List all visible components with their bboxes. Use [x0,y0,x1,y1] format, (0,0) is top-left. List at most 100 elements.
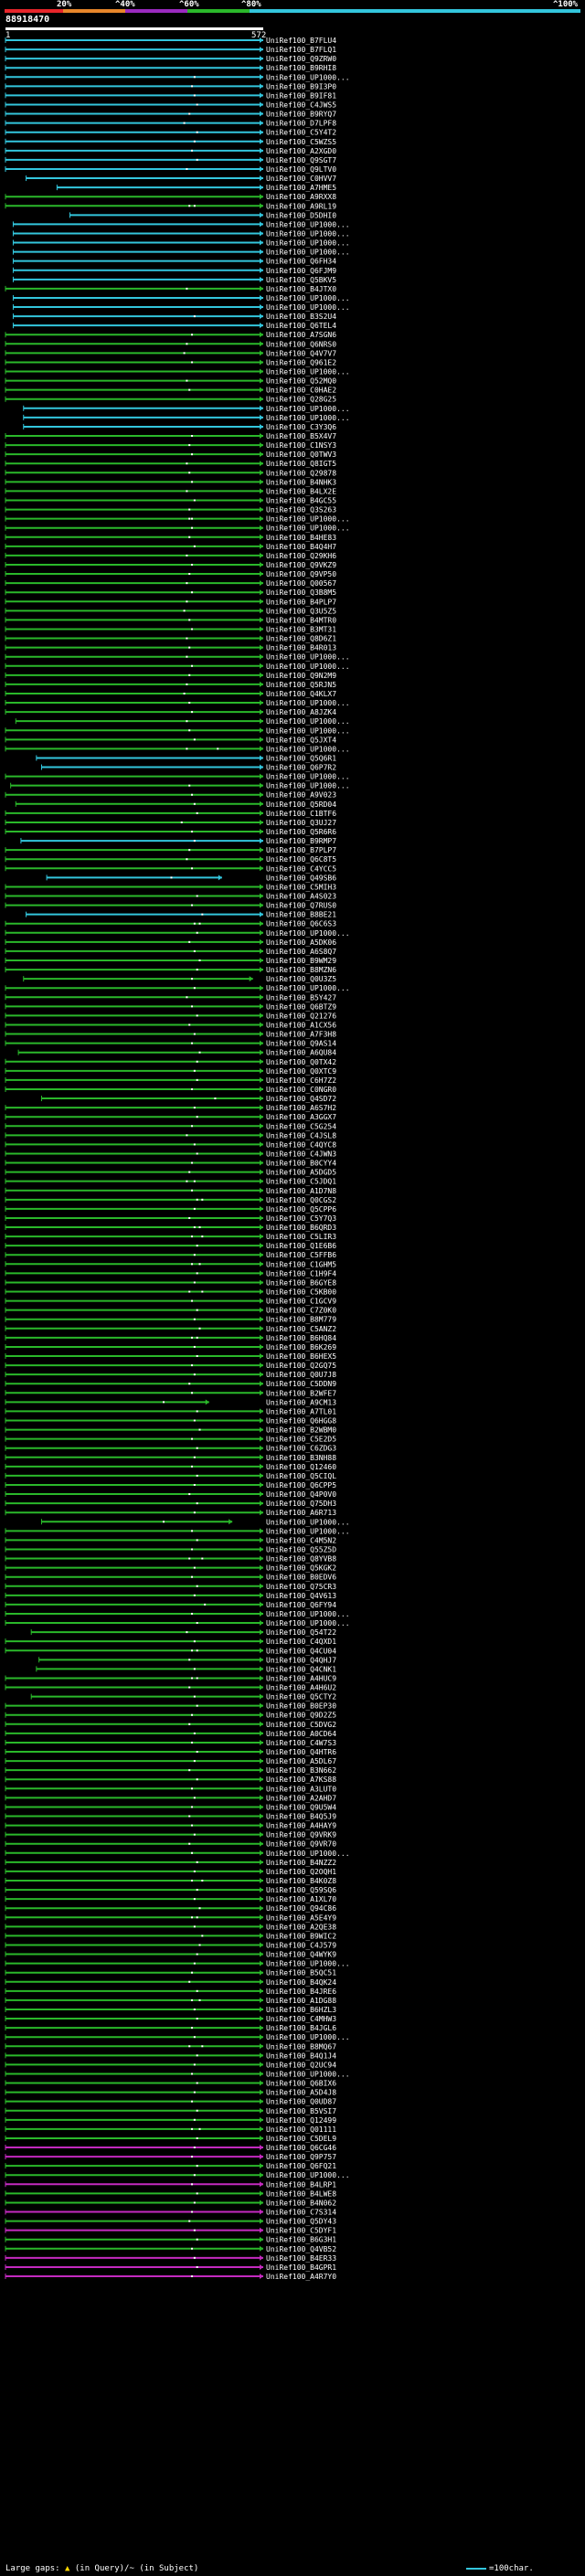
hit-link[interactable]: UniRef100_B4NZZ2 [266,1859,336,1867]
hit-link[interactable]: UniRef100_B4HE83 [266,534,336,542]
hit-link[interactable]: UniRef100_A7TL01 [266,1407,336,1415]
hit-link[interactable]: UniRef100_UP1000... [266,414,350,422]
hit-link[interactable]: UniRef100_Q3S263 [266,506,336,514]
hit-link[interactable]: UniRef100_Q5KGK2 [266,1564,336,1573]
hit-link[interactable]: UniRef100_Q9ZRW0 [266,55,336,63]
hit-link[interactable]: UniRef100_Q4V7V7 [266,349,336,357]
hit-link[interactable]: UniRef100_B6QRD3 [266,1224,336,1232]
hit-link[interactable]: UniRef100_A4HUC9 [266,1674,336,1682]
hit-link[interactable]: UniRef100_Q00567 [266,579,336,588]
hit-link[interactable]: UniRef100_Q3UJ27 [266,819,336,827]
hit-link[interactable]: UniRef100_C5E2D5 [266,1436,336,1444]
hit-link[interactable]: UniRef100_C7S314 [266,2209,336,2217]
hit-link[interactable]: UniRef100_B0EP30 [266,1702,336,1711]
hit-link[interactable]: UniRef100_C4QXD1 [266,1638,336,1646]
hit-link[interactable]: UniRef100_B0CYY4 [266,1160,336,1168]
hit-link[interactable]: UniRef100_A5E4Y9 [266,1913,336,1922]
hit-link[interactable]: UniRef100_B4LWE8 [266,2189,336,2198]
hit-link[interactable]: UniRef100_Q6FY94 [266,1601,336,1609]
hit-link[interactable]: UniRef100_A2XGD0 [266,147,336,155]
hit-link[interactable]: UniRef100_Q5CIQL [266,1472,336,1480]
hit-link[interactable]: UniRef100_Q55Z5D [266,1545,336,1553]
hit-link[interactable]: UniRef100_B9RMP7 [266,837,336,845]
hit-link[interactable]: UniRef100_UP1000... [266,984,350,992]
hit-link[interactable]: UniRef100_UP1000... [266,2171,350,2179]
hit-link[interactable]: UniRef100_Q2OQH1 [266,1868,336,1876]
hit-link[interactable]: UniRef100_UP1000... [266,1619,350,1627]
hit-link[interactable]: UniRef100_Q52MQ0 [266,377,336,386]
hit-link[interactable]: UniRef100_Q5JXT4 [266,736,336,744]
hit-link[interactable]: UniRef100_Q75DH3 [266,1500,336,1508]
hit-link[interactable]: UniRef100_C5DVG2 [266,1721,336,1729]
hit-link[interactable]: UniRef100_UP1000... [266,1527,350,1535]
hit-link[interactable]: UniRef100_Q6CG46 [266,2144,336,2152]
hit-link[interactable]: UniRef100_Q4CNK1 [266,1665,336,1673]
hit-link[interactable]: UniRef100_C0HAE2 [266,387,336,395]
hit-link[interactable]: UniRef100_A9V023 [266,791,336,800]
hit-link[interactable]: UniRef100_UP1000... [266,405,350,413]
hit-link[interactable]: UniRef100_Q5DY43 [266,2218,336,2226]
hit-link[interactable]: UniRef100_C1NSY3 [266,441,336,450]
hit-link[interactable]: UniRef100_Q12499 [266,2116,336,2125]
hit-link[interactable]: UniRef100_A9RL19 [266,202,336,210]
hit-link[interactable]: UniRef100_Q6NRS0 [266,340,336,348]
hit-link[interactable]: UniRef100_B4JRE6 [266,1988,336,1996]
hit-link[interactable]: UniRef100_A4H6U2 [266,1684,336,1692]
hit-link[interactable]: UniRef100_A4HAY9 [266,1822,336,1830]
hit-link[interactable]: UniRef100_Q8IGT5 [266,460,336,468]
hit-link[interactable]: UniRef100_Q3U5Z5 [266,607,336,615]
hit-link[interactable]: UniRef100_Q9VR70 [266,1840,336,1849]
hit-link[interactable]: UniRef100_Q0U7J8 [266,1371,336,1379]
hit-link[interactable]: UniRef100_C6H7Z2 [266,1076,336,1085]
hit-link[interactable]: UniRef100_C5FFB6 [266,1251,336,1259]
hit-link[interactable]: UniRef100_B5Y427 [266,993,336,1002]
hit-link[interactable]: UniRef100_B4LRP1 [266,2180,336,2189]
hit-link[interactable]: UniRef100_B8MQ67 [266,2042,336,2051]
hit-link[interactable]: UniRef100_Q6C8T5 [266,855,336,864]
hit-link[interactable]: UniRef100_UP1000... [266,249,350,257]
hit-link[interactable]: UniRef100_UP1000... [266,515,350,524]
hit-link[interactable]: UniRef100_C4W7S3 [266,1739,336,1747]
hit-link[interactable]: UniRef100_UP1000... [266,229,350,238]
hit-link[interactable]: UniRef100_C1H9F4 [266,1269,336,1277]
hit-link[interactable]: UniRef100_UP1000... [266,2070,350,2078]
hit-link[interactable]: UniRef100_UP1000... [266,1610,350,1618]
hit-link[interactable]: UniRef100_B4JTX0 [266,285,336,293]
hit-link[interactable]: UniRef100_B5X4V7 [266,432,336,440]
hit-link[interactable]: UniRef100_A5DL67 [266,1757,336,1765]
hit-link[interactable]: UniRef100_Q29878 [266,469,336,477]
hit-link[interactable]: UniRef100_Q5Q6R1 [266,754,336,762]
hit-link[interactable]: UniRef100_B2WBM0 [266,1426,336,1435]
hit-link[interactable]: UniRef100_Q0U3Z5 [266,975,336,983]
hit-link[interactable]: UniRef100_B7PLP7 [266,846,336,854]
hit-link[interactable]: UniRef100_B4GPR1 [266,2263,336,2272]
hit-link[interactable]: UniRef100_Q49SB6 [266,874,336,882]
hit-link[interactable]: UniRef100_Q0TX42 [266,1058,336,1066]
hit-link[interactable]: UniRef100_UP1000... [266,303,350,312]
hit-link[interactable]: UniRef100_Q9P757 [266,2153,336,2161]
hit-link[interactable]: UniRef100_Q6P7R2 [266,764,336,772]
hit-link[interactable]: UniRef100_UP1000... [266,368,350,376]
hit-link[interactable]: UniRef100_B3S2U4 [266,313,336,321]
hit-link[interactable]: UniRef100_C5LIR3 [266,1233,336,1241]
hit-link[interactable]: UniRef100_Q6TEL4 [266,322,336,330]
hit-link[interactable]: UniRef100_C5Y7Q3 [266,1214,336,1223]
hit-link[interactable]: UniRef100_Q5RJN5 [266,681,336,689]
hit-link[interactable]: UniRef100_C5Y4T2 [266,129,336,137]
hit-link[interactable]: UniRef100_D7LPF8 [266,120,336,128]
hit-link[interactable]: UniRef100_Q4HTR6 [266,1748,336,1756]
hit-link[interactable]: UniRef100_C5DYF1 [266,2227,336,2235]
hit-link[interactable]: UniRef100_B6G3H1 [266,2236,336,2244]
hit-link[interactable]: UniRef100_B4ER33 [266,2254,336,2263]
hit-link[interactable]: UniRef100_B4PLP7 [266,598,336,606]
hit-link[interactable]: UniRef100_B8BE21 [266,911,336,919]
hit-link[interactable]: UniRef100_B9IF81 [266,91,336,100]
hit-link[interactable]: UniRef100_Q961E2 [266,358,336,366]
hit-link[interactable]: UniRef100_A8JZK4 [266,708,336,716]
hit-link[interactable]: UniRef100_B0EDV6 [266,1574,336,1582]
hit-link[interactable]: UniRef100_Q6FH34 [266,258,336,266]
hit-link[interactable]: UniRef100_B7FLU4 [266,37,336,45]
hit-link[interactable]: UniRef100_C1BTF6 [266,810,336,818]
hit-link[interactable]: UniRef100_Q5CTY2 [266,1693,336,1701]
hit-link[interactable]: UniRef100_C1GHM5 [266,1260,336,1268]
